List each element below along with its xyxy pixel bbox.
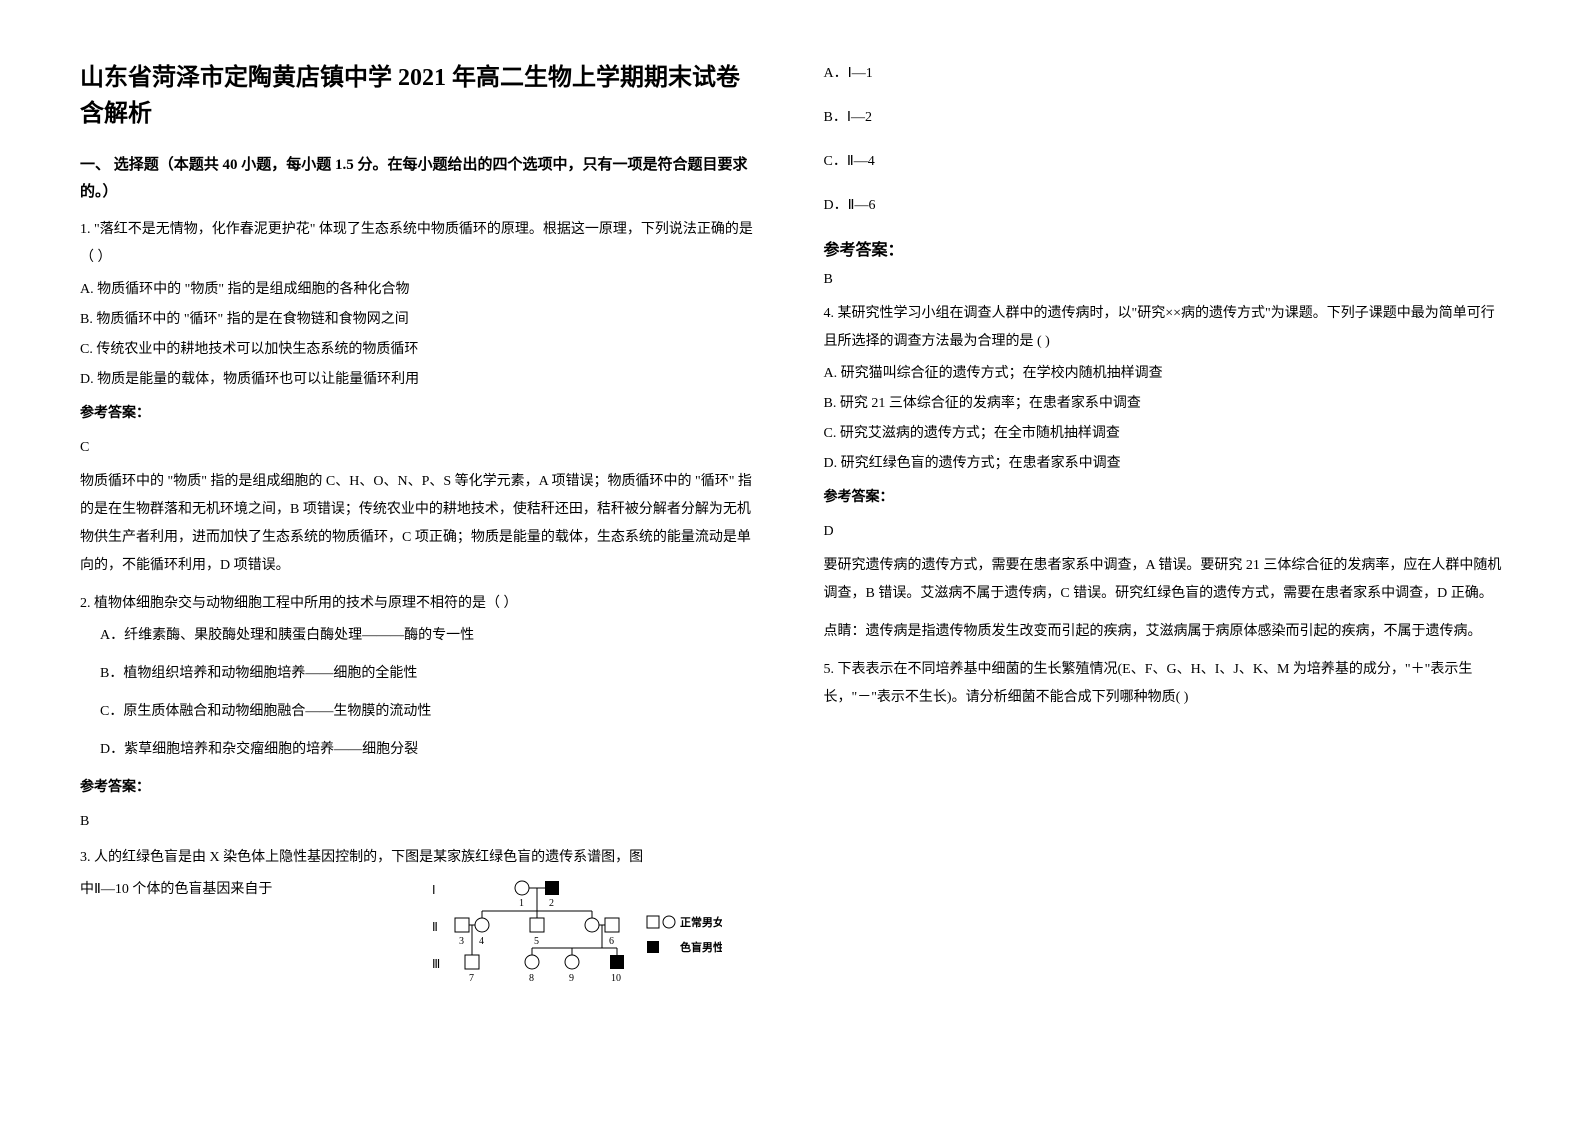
- svg-text:10: 10: [611, 973, 621, 984]
- q3-opt-a: A．Ⅰ—1: [824, 60, 1508, 88]
- q1-text: 1. "落红不是无情物，化作春泥更护花" 体现了生态系统中物质循环的原理。根据这…: [80, 216, 764, 272]
- q4-opt-c: C. 研究艾滋病的遗传方式；在全市随机抽样调查: [824, 420, 1508, 448]
- gen1-label: Ⅰ: [432, 883, 436, 897]
- q2-answer: B: [80, 808, 764, 836]
- legend-filled-square-icon: [647, 941, 659, 953]
- q3-opt-c: C．Ⅱ—4: [824, 148, 1508, 176]
- q3-answer-label: 参考答案：: [824, 236, 1508, 260]
- svg-text:8: 8: [529, 973, 534, 984]
- q3-text-2: 中Ⅱ—10 个体的色盲基因来自于: [80, 876, 422, 904]
- q4-answer-label: 参考答案：: [824, 484, 1508, 512]
- q1-explanation: 物质循环中的 "物质" 指的是组成细胞的 C、H、O、N、P、S 等化学元素，A…: [80, 468, 764, 580]
- pedigree-member-8: [525, 955, 539, 969]
- section-header: 一、 选择题（本题共 40 小题，每小题 1.5 分。在每小题给出的四个选项中，…: [80, 152, 764, 206]
- q2-text: 2. 植物体细胞杂交与动物细胞工程中所用的技术与原理不相符的是（ ）: [80, 590, 764, 618]
- svg-text:6: 6: [609, 936, 614, 947]
- q4-answer: D: [824, 518, 1508, 546]
- q4-text: 4. 某研究性学习小组在调查人群中的遗传病时，以"研究××病的遗传方式"为课题。…: [824, 300, 1508, 356]
- svg-text:4: 4: [479, 936, 484, 947]
- svg-text:7: 7: [469, 973, 474, 984]
- q3-opt-d: D．Ⅱ—6: [824, 192, 1508, 220]
- q2-opt-c: C．原生质体融合和动物细胞融合——生物膜的流动性: [80, 698, 764, 726]
- q2-opt-b: B．植物组织培养和动物细胞培养——细胞的全能性: [80, 660, 764, 688]
- legend-circle-icon: [663, 916, 675, 928]
- q1-opt-b: B. 物质循环中的 "循环" 指的是在食物链和食物网之间: [80, 306, 764, 334]
- q2-answer-label: 参考答案：: [80, 774, 764, 802]
- pedigree-member-6a: [585, 918, 599, 932]
- pedigree-member-5: [530, 918, 544, 932]
- page-title: 山东省菏泽市定陶黄店镇中学 2021 年高二生物上学期期末试卷含解析: [80, 60, 764, 132]
- q1-opt-d: D. 物质是能量的载体，物质循环也可以让能量循环利用: [80, 366, 764, 394]
- svg-text:1: 1: [519, 898, 524, 909]
- q3-opt-b: B．Ⅰ—2: [824, 104, 1508, 132]
- q3-answer: B: [824, 266, 1508, 294]
- pedigree-member-4: [475, 918, 489, 932]
- q3-text-1: 3. 人的红绿色盲是由 X 染色体上隐性基因控制的，下图是某家族红绿色盲的遗传系…: [80, 844, 764, 872]
- legend-affected: 色盲男性: [680, 940, 722, 954]
- svg-text:2: 2: [549, 898, 554, 909]
- question-5: 5. 下表表示在不同培养基中细菌的生长繁殖情况(E、F、G、H、I、J、K、M …: [824, 656, 1508, 712]
- pedigree-member-3: [455, 918, 469, 932]
- svg-text:3: 3: [459, 936, 464, 947]
- pedigree-member-2: [545, 881, 559, 895]
- svg-text:9: 9: [569, 973, 574, 984]
- q1-opt-a: A. 物质循环中的 "物质" 指的是组成细胞的各种化合物: [80, 276, 764, 304]
- pedigree-diagram: Ⅰ 1 2 Ⅱ: [422, 876, 722, 986]
- pedigree-member-1: [515, 881, 529, 895]
- q5-text: 5. 下表表示在不同培养基中细菌的生长繁殖情况(E、F、G、H、I、J、K、M …: [824, 656, 1508, 712]
- q4-explanation: 要研究遗传病的遗传方式，需要在患者家系中调查，A 错误。要研究 21 三体综合征…: [824, 552, 1508, 608]
- pedigree-member-10: [610, 955, 624, 969]
- q4-note: 点睛：遗传病是指遗传物质发生改变而引起的疾病，艾滋病属于病原体感染而引起的疾病，…: [824, 618, 1508, 646]
- question-3: 3. 人的红绿色盲是由 X 染色体上隐性基因控制的，下图是某家族红绿色盲的遗传系…: [80, 844, 764, 997]
- q4-opt-d: D. 研究红绿色盲的遗传方式；在患者家系中调查: [824, 450, 1508, 478]
- q1-answer: C: [80, 434, 764, 462]
- question-1: 1. "落红不是无情物，化作春泥更护花" 体现了生态系统中物质循环的原理。根据这…: [80, 216, 764, 580]
- q2-opt-a: A．纤维素酶、果胶酶处理和胰蛋白酶处理———酶的专一性: [80, 622, 764, 650]
- q1-answer-label: 参考答案：: [80, 400, 764, 428]
- legend-square-icon: [647, 916, 659, 928]
- question-2: 2. 植物体细胞杂交与动物细胞工程中所用的技术与原理不相符的是（ ） A．纤维素…: [80, 590, 764, 836]
- q1-opt-c: C. 传统农业中的耕地技术可以加快生态系统的物质循环: [80, 336, 764, 364]
- q4-opt-a: A. 研究猫叫综合征的遗传方式；在学校内随机抽样调查: [824, 360, 1508, 388]
- q2-opt-d: D．紫草细胞培养和杂交瘤细胞的培养——细胞分裂: [80, 736, 764, 764]
- pedigree-member-9: [565, 955, 579, 969]
- q4-opt-b: B. 研究 21 三体综合征的发病率；在患者家系中调查: [824, 390, 1508, 418]
- pedigree-member-6: [605, 918, 619, 932]
- question-4: 4. 某研究性学习小组在调查人群中的遗传病时，以"研究××病的遗传方式"为课题。…: [824, 300, 1508, 646]
- legend-normal: 正常男女: [680, 915, 722, 929]
- svg-text:5: 5: [534, 936, 539, 947]
- gen2-label: Ⅱ: [432, 920, 438, 934]
- gen3-label: Ⅲ: [432, 957, 440, 971]
- pedigree-member-7: [465, 955, 479, 969]
